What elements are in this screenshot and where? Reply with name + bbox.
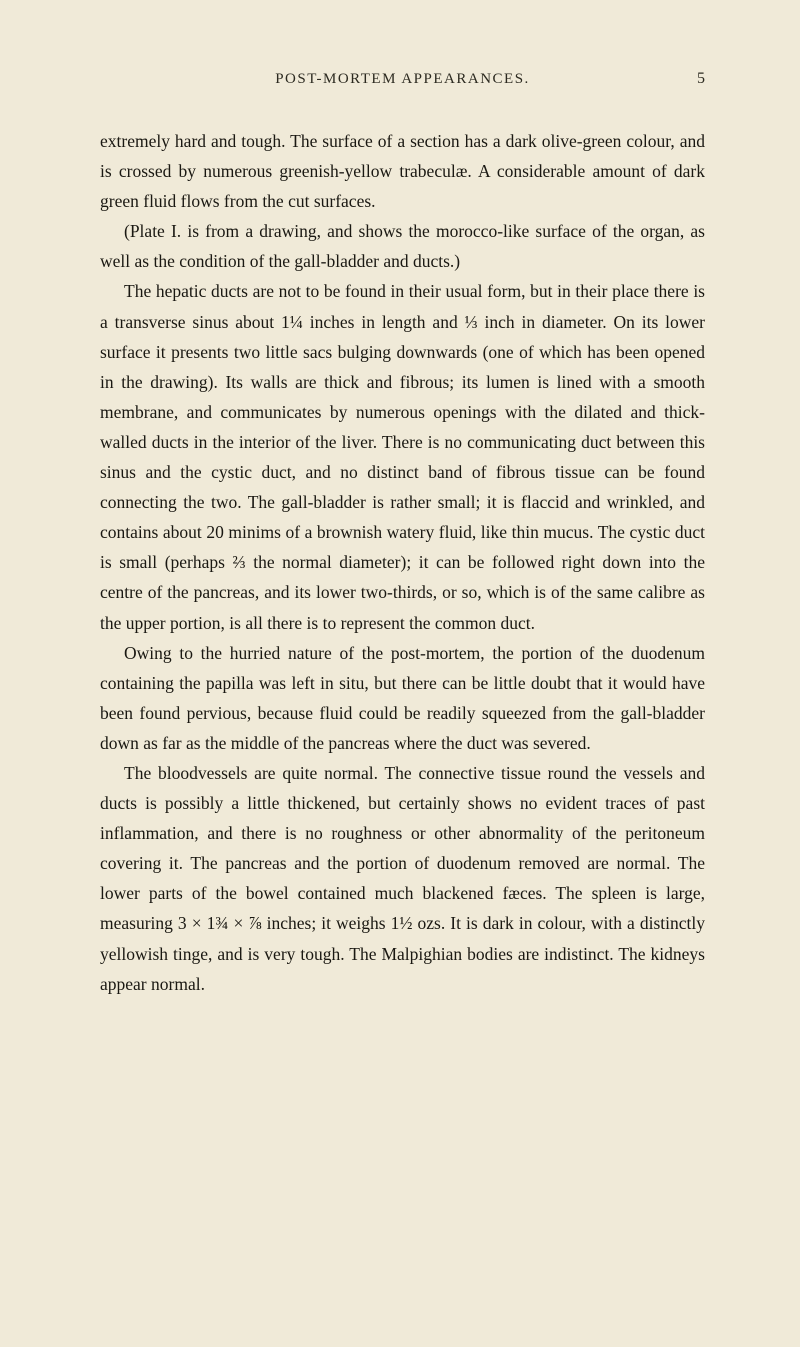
- paragraph-3: The hepatic ducts are not to be found in…: [100, 276, 705, 637]
- paragraph-5: The bloodvessels are quite normal. The c…: [100, 758, 705, 999]
- paragraph-1: extremely hard and tough. The surface of…: [100, 126, 705, 216]
- page-number: 5: [685, 70, 705, 88]
- running-header: POST-MORTEM APPEARANCES.: [120, 71, 685, 88]
- paragraph-2: (Plate I. is from a drawing, and shows t…: [100, 216, 705, 276]
- paragraph-4: Owing to the hurried nature of the post-…: [100, 638, 705, 758]
- body-text: extremely hard and tough. The surface of…: [100, 126, 705, 999]
- page-header-row: POST-MORTEM APPEARANCES. 5: [100, 70, 705, 88]
